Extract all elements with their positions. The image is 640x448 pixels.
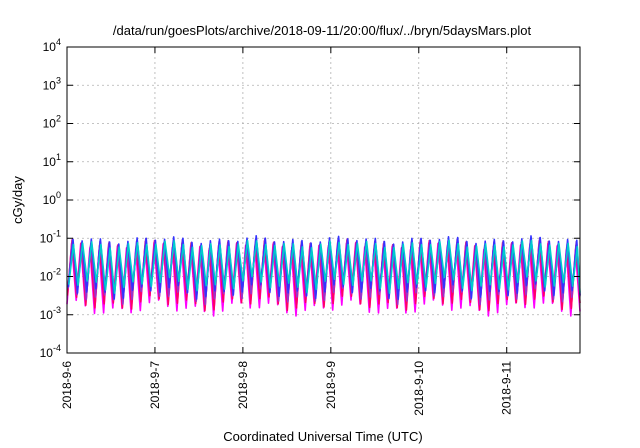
x-axis: 2018-9-6 2018-9-7 2018-9-8 2018-9-9 2018-9-1… (60, 47, 514, 416)
y-tick-label: 104 (43, 37, 61, 54)
y-tick-label: 102 (43, 114, 61, 131)
chart-title: /data/run/goesPlots/archive/2018-09-11/2… (113, 23, 532, 38)
x-tick-label: 2018-9-7 (148, 361, 162, 409)
y-tick-label: 10-1 (40, 228, 61, 245)
y-tick-label: 100 (43, 190, 61, 207)
x-tick-label: 2018-9-9 (324, 361, 338, 409)
y-tick-label: 10-3 (40, 305, 61, 322)
y-tick-label: 101 (43, 152, 61, 169)
y-axis-label: cGy/day (10, 176, 25, 224)
x-tick-label: 2018-9-8 (236, 361, 250, 409)
series-layer (66, 235, 581, 317)
x-axis-label: Coordinated Universal Time (UTC) (223, 429, 422, 444)
series-line (68, 239, 581, 294)
y-tick-label: 103 (43, 75, 61, 92)
y-axis: 10-4 10-3 10-2 10-1 100 101 102 103 104 (40, 37, 580, 360)
x-tick-label: 2018-9-6 (60, 361, 74, 409)
x-tick-label: 2018-9-11 (500, 361, 514, 415)
x-tick-label: 2018-9-10 (412, 361, 426, 416)
y-tick-label: 10-2 (40, 267, 61, 284)
y-tick-label: 10-4 (40, 343, 61, 360)
